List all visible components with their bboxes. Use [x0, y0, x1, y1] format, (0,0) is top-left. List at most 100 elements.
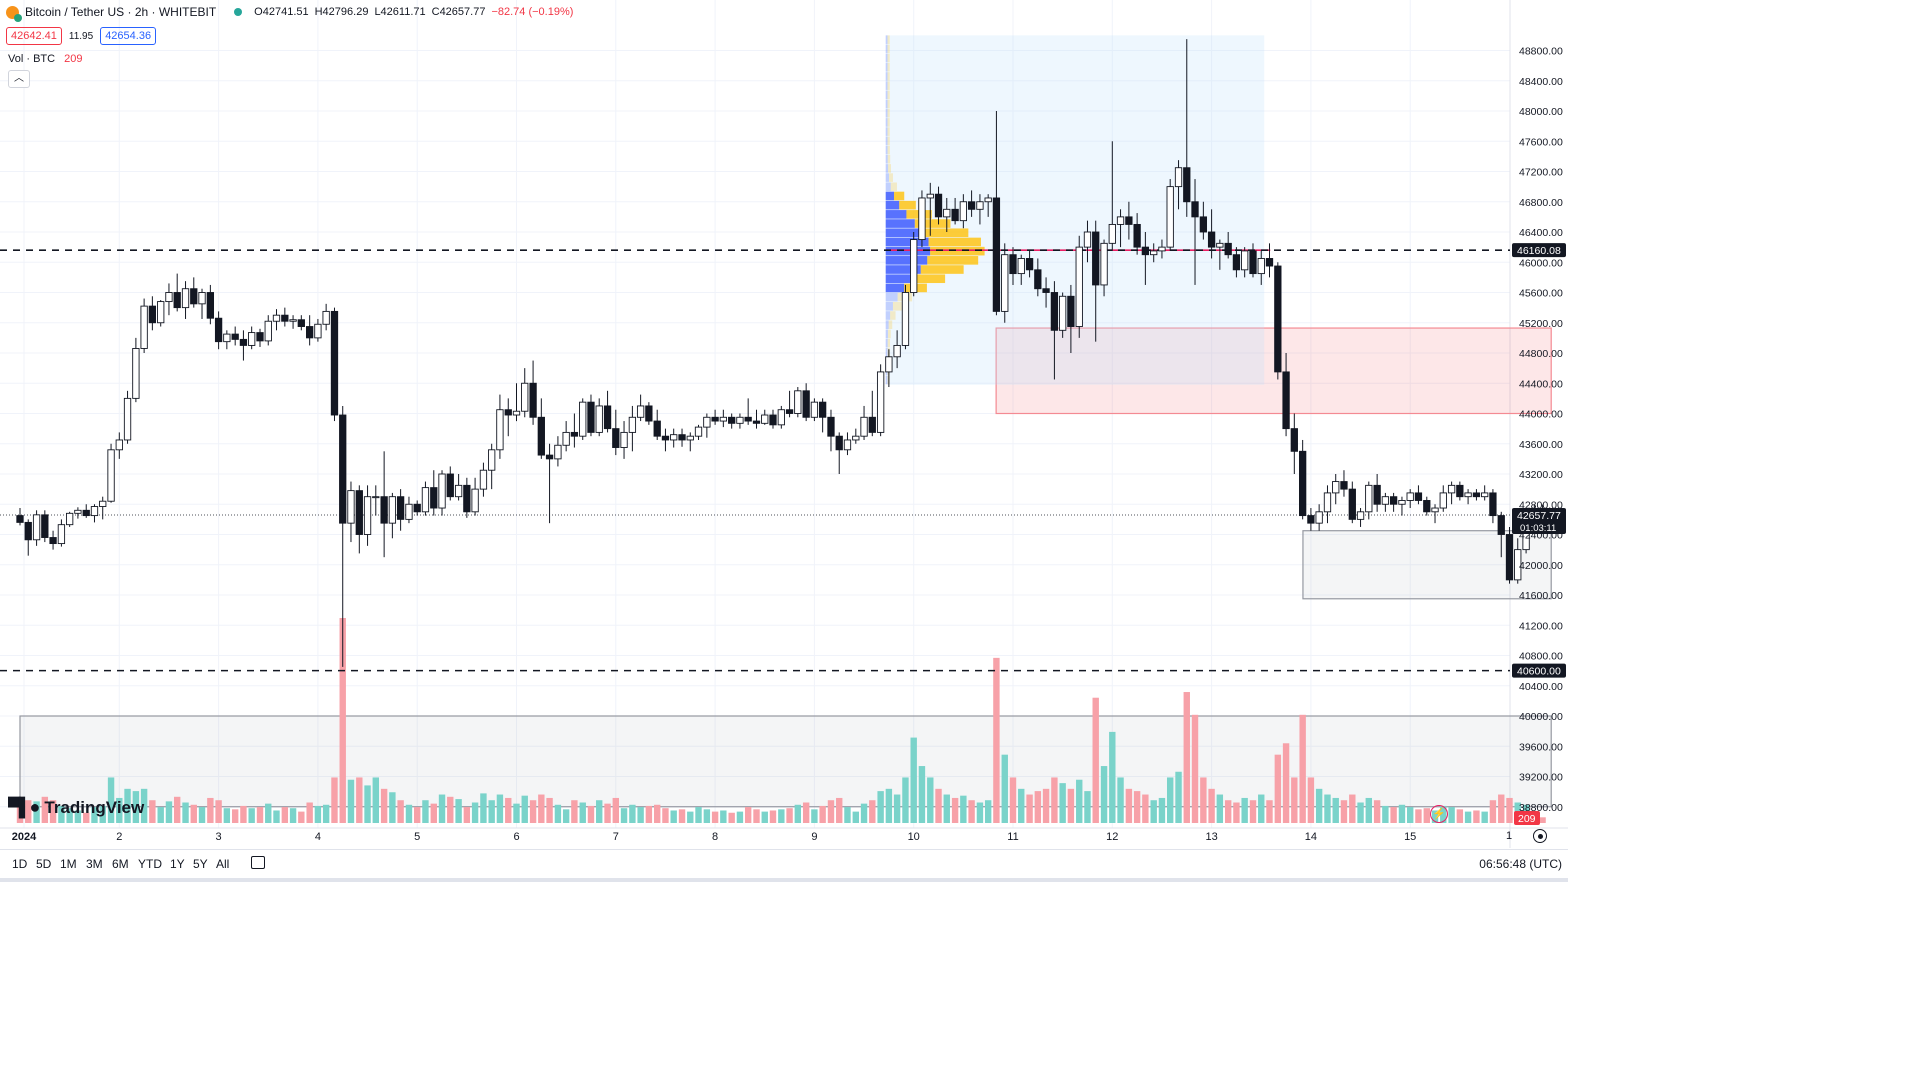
candle [1224, 232, 1232, 259]
volume-bar [827, 800, 835, 823]
volume-bar [1059, 783, 1066, 823]
volume-bar [1464, 811, 1472, 823]
volume-bar [538, 794, 545, 823]
candle [1108, 141, 1116, 251]
candle-body-up [181, 288, 190, 309]
volume-bar [1448, 807, 1455, 823]
volume-bar [943, 794, 950, 823]
candle-body-down [190, 288, 198, 305]
candle [1290, 413, 1298, 474]
volume-bar [1407, 807, 1414, 823]
candle-body-up [1241, 250, 1249, 271]
range-1y-button[interactable]: 1Y [170, 857, 185, 871]
collapse-legend-button[interactable]: ︿ [8, 70, 30, 88]
profile-row-down [888, 164, 892, 173]
candle [454, 474, 463, 501]
candle-body-down [802, 390, 810, 418]
price-axis: 48800.00 48400.00 48000.00 47600.00 47200.00… [1512, 46, 1566, 825]
candle-body-up [512, 410, 521, 416]
candle [90, 504, 99, 523]
candle [314, 318, 322, 342]
candle [413, 500, 421, 516]
buy-price-button[interactable]: 42654.36 [100, 27, 157, 45]
range-5d-button[interactable]: 5D [36, 857, 52, 871]
range-5y-button[interactable]: 5Y [193, 857, 208, 871]
candle [1274, 262, 1282, 380]
candle [372, 485, 380, 516]
candle [992, 111, 1001, 316]
candle-body-down [1472, 492, 1481, 498]
candle [1307, 508, 1315, 531]
candle [1216, 239, 1224, 270]
volume-bar [99, 805, 106, 823]
candle-body-up [719, 416, 727, 422]
candle-body-up [405, 503, 413, 520]
candle [504, 398, 512, 437]
calendar-goto-icon[interactable] [251, 856, 265, 869]
ohlc-low: L42611.71 [374, 6, 426, 18]
candle [1050, 281, 1059, 380]
candle [1481, 485, 1489, 501]
volume-bar [1274, 754, 1282, 823]
tradingview-logo[interactable]: ▀▌● TradingView [8, 797, 144, 818]
sell-price-button[interactable]: 42642.41 [6, 27, 62, 45]
volume-bar [1233, 802, 1240, 823]
range-6m-button[interactable]: 6M [112, 857, 129, 871]
range-all-button[interactable]: All [216, 857, 230, 871]
candle-body-up [761, 414, 769, 424]
profile-row-up [885, 127, 888, 136]
volume-bar [380, 788, 388, 823]
candle [860, 405, 868, 440]
lightning-icon[interactable]: ⚡ [1430, 805, 1448, 823]
volume-legend[interactable]: Vol · BTC 209 [8, 53, 83, 65]
candle [885, 349, 893, 388]
candle-body-down [430, 487, 438, 509]
volume-bar [405, 804, 413, 823]
profile-row-up [885, 136, 888, 146]
time-tick-label: 11 [1007, 831, 1018, 843]
symbol-legend[interactable]: Bitcoin / Tether US · 2h · WHITEBIT O427… [6, 5, 573, 22]
candle [430, 470, 438, 516]
profile-row-up [885, 237, 929, 247]
range-1d-button[interactable]: 1D [12, 857, 28, 871]
range-1m-button[interactable]: 1M [60, 857, 77, 871]
gear-icon[interactable] [1533, 829, 1547, 843]
candle [1067, 284, 1075, 353]
candle [115, 432, 123, 459]
candle-body-up [943, 208, 951, 218]
volume-bar [587, 805, 595, 823]
profile-row-up [885, 329, 888, 339]
candle-body-up [1481, 492, 1489, 498]
candle [1100, 239, 1108, 297]
candle [1423, 496, 1431, 516]
profile-row-up [885, 311, 891, 320]
candle [876, 364, 885, 437]
volume-bar [1034, 791, 1042, 823]
volume-bar [231, 809, 239, 823]
volume-bar [414, 807, 421, 823]
candle-body-up [926, 193, 934, 199]
range-ytd-button[interactable]: YTD [138, 857, 162, 871]
candle [355, 485, 363, 554]
candle [636, 394, 645, 422]
candle-body-down [1249, 250, 1257, 275]
volume-bar [1307, 777, 1315, 823]
ohlc-open: O42741.51 [254, 6, 309, 18]
candle [1340, 470, 1348, 497]
price-tick-label: 46000.00 [1519, 257, 1563, 269]
range-3m-button[interactable]: 3M [86, 857, 103, 871]
price-chart[interactable]: 48800.00 48400.00 48000.00 47600.00 47200.00… [0, 0, 1568, 882]
candle [959, 194, 968, 229]
candle-body-down [827, 416, 835, 437]
scale-label[interactable]: 1 [1506, 830, 1513, 842]
volume-bar [1415, 809, 1422, 823]
volume-bar [993, 657, 1000, 823]
chevron-up-icon: ︿ [14, 73, 24, 84]
utc-clock[interactable]: 06:56:48 (UTC) [1479, 857, 1562, 871]
volume-bar [513, 803, 520, 823]
candle-body-up [686, 435, 694, 441]
resistance-zone [995, 327, 1552, 415]
symbol-title[interactable]: Bitcoin / Tether US · 2h · WHITEBIT [25, 5, 217, 19]
profile-row-up [885, 72, 888, 81]
candle [74, 507, 82, 519]
